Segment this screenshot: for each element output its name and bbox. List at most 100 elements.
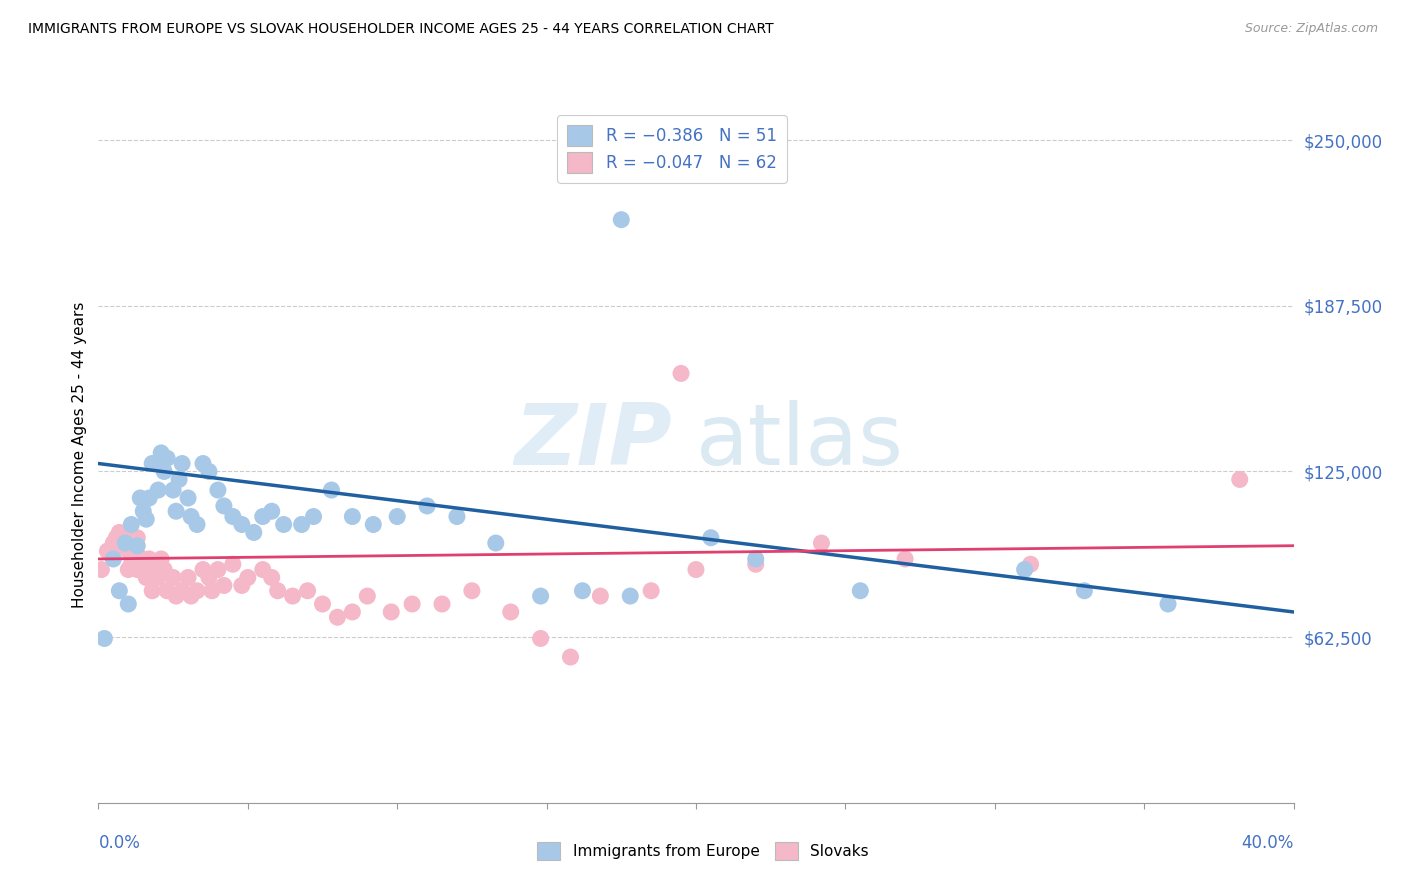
Point xyxy=(571,583,593,598)
Point xyxy=(90,563,112,577)
Point xyxy=(186,517,208,532)
Point xyxy=(356,589,378,603)
Point xyxy=(281,589,304,603)
Point xyxy=(485,536,508,550)
Point xyxy=(342,509,364,524)
Point xyxy=(186,583,208,598)
Point xyxy=(138,491,160,505)
Point xyxy=(96,544,118,558)
Text: 0.0%: 0.0% xyxy=(98,834,141,852)
Point xyxy=(1073,583,1095,598)
Point xyxy=(135,570,157,584)
Point xyxy=(290,517,312,532)
Point xyxy=(103,536,125,550)
Point xyxy=(619,589,641,603)
Point xyxy=(141,583,163,598)
Point xyxy=(165,504,187,518)
Point xyxy=(222,558,245,572)
Point xyxy=(108,525,131,540)
Text: atlas: atlas xyxy=(696,400,904,483)
Point xyxy=(198,570,221,584)
Point xyxy=(177,570,200,584)
Point xyxy=(162,570,184,584)
Point xyxy=(153,465,176,479)
Point xyxy=(401,597,423,611)
Point xyxy=(1157,597,1180,611)
Point xyxy=(124,541,146,556)
Point xyxy=(610,212,633,227)
Point xyxy=(236,570,259,584)
Point xyxy=(745,552,768,566)
Point xyxy=(156,451,179,466)
Point xyxy=(191,563,214,577)
Point xyxy=(180,589,202,603)
Y-axis label: Householder Income Ages 25 - 44 years: Householder Income Ages 25 - 44 years xyxy=(72,301,87,608)
Point xyxy=(191,457,214,471)
Point xyxy=(165,589,187,603)
Point xyxy=(243,525,266,540)
Point xyxy=(385,509,409,524)
Point xyxy=(260,504,283,518)
Point xyxy=(153,563,176,577)
Point xyxy=(156,583,179,598)
Point xyxy=(380,605,402,619)
Point xyxy=(127,563,149,577)
Point xyxy=(231,578,253,592)
Point xyxy=(1229,472,1251,486)
Point xyxy=(114,536,136,550)
Point xyxy=(745,558,768,572)
Point xyxy=(141,457,163,471)
Point xyxy=(129,558,152,572)
Point xyxy=(198,465,221,479)
Point xyxy=(326,610,349,624)
Point xyxy=(148,570,170,584)
Point xyxy=(132,504,155,518)
Point xyxy=(273,517,295,532)
Point xyxy=(111,539,134,553)
Legend: R = −0.386   N = 51, R = −0.047   N = 62: R = −0.386 N = 51, R = −0.047 N = 62 xyxy=(557,115,787,183)
Point xyxy=(129,491,152,505)
Point xyxy=(499,605,522,619)
Point xyxy=(416,499,439,513)
Point xyxy=(103,552,125,566)
Text: ZIP: ZIP xyxy=(515,400,672,483)
Point xyxy=(849,583,872,598)
Point xyxy=(117,563,139,577)
Point xyxy=(640,583,662,598)
Point xyxy=(127,539,149,553)
Point xyxy=(207,483,229,497)
Point xyxy=(117,544,139,558)
Point xyxy=(589,589,612,603)
Point xyxy=(560,650,582,665)
Point xyxy=(114,531,136,545)
Point xyxy=(138,552,160,566)
Point xyxy=(1014,563,1036,577)
Point xyxy=(212,578,235,592)
Legend: Immigrants from Europe, Slovaks: Immigrants from Europe, Slovaks xyxy=(531,836,875,866)
Point xyxy=(148,483,170,497)
Point xyxy=(201,583,224,598)
Point xyxy=(150,446,173,460)
Point xyxy=(302,509,325,524)
Point xyxy=(267,583,290,598)
Point xyxy=(810,536,832,550)
Point xyxy=(430,597,453,611)
Point xyxy=(342,605,364,619)
Point xyxy=(93,632,115,646)
Point xyxy=(252,563,274,577)
Point xyxy=(212,499,235,513)
Point xyxy=(446,509,468,524)
Point xyxy=(297,583,319,598)
Point xyxy=(461,583,484,598)
Point xyxy=(120,517,142,532)
Point xyxy=(894,552,917,566)
Point xyxy=(363,517,385,532)
Point xyxy=(321,483,343,497)
Point xyxy=(207,563,229,577)
Point xyxy=(120,558,142,572)
Point xyxy=(222,509,245,524)
Point xyxy=(105,531,128,545)
Point xyxy=(135,512,157,526)
Point xyxy=(172,583,194,598)
Point xyxy=(127,531,149,545)
